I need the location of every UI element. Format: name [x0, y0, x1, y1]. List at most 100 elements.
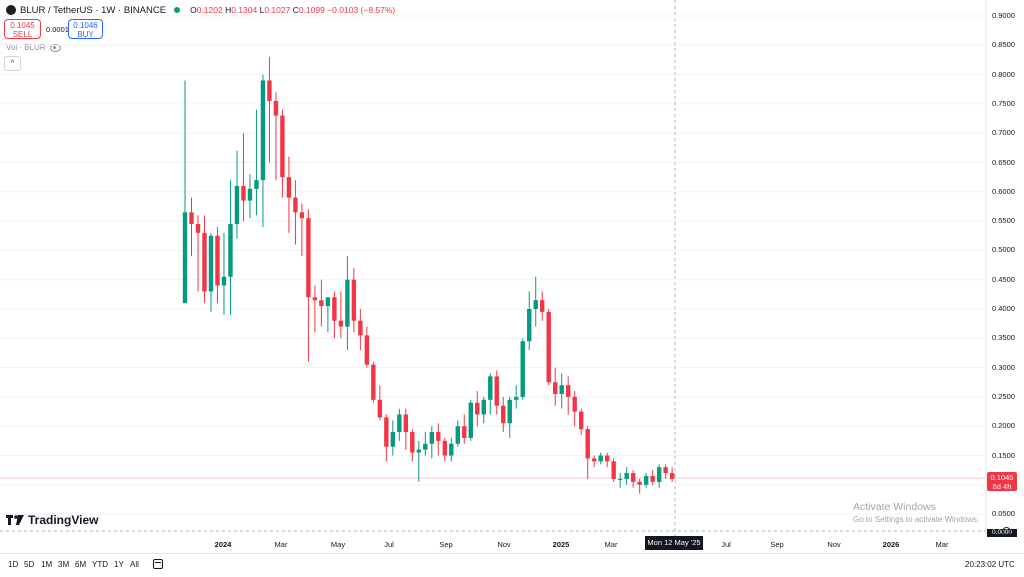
candle — [546, 309, 551, 386]
symbol-title[interactable]: BLUR / TetherUS · 1W · BINANCE — [20, 4, 167, 16]
candle-body-down — [299, 212, 305, 219]
candle — [501, 396, 506, 433]
volume-label: Vol · BLUR — [6, 43, 46, 52]
candle — [345, 256, 350, 351]
candle — [462, 414, 467, 444]
candle-body-down — [501, 405, 506, 424]
candle-body-up — [182, 212, 188, 304]
candle-body-down — [202, 232, 207, 292]
candle — [624, 467, 629, 485]
candle-body-down — [637, 481, 642, 485]
range-button-1d[interactable]: 1D — [8, 560, 19, 569]
candle-body-down — [410, 432, 415, 453]
candle-body-up — [533, 300, 538, 309]
collapse-legend-button[interactable]: ^ — [4, 56, 21, 71]
candlestick-chart[interactable] — [0, 0, 1024, 553]
candle-body-up — [527, 309, 532, 342]
candle-body-down — [663, 467, 668, 474]
candle — [533, 276, 538, 327]
candle-body-down — [364, 335, 370, 365]
candle — [656, 464, 662, 488]
candle-body-up — [598, 455, 603, 462]
candle — [527, 291, 532, 351]
candle — [247, 174, 253, 219]
candle — [189, 197, 194, 257]
range-button-all[interactable]: All — [130, 560, 139, 569]
candle-body-down — [436, 432, 441, 441]
close-label: C — [292, 5, 299, 15]
candle — [286, 156, 292, 233]
candle-body-up — [481, 399, 486, 415]
candle — [468, 399, 473, 441]
candle-body-down — [572, 396, 577, 412]
buy-button[interactable]: 0.1046 BUY — [68, 19, 103, 39]
candle-body-up — [423, 443, 428, 450]
candle-body-up — [449, 443, 454, 456]
sell-button[interactable]: 0.1045 SELL — [4, 19, 41, 39]
candle — [630, 470, 636, 488]
price-tick-label: 0.7500 — [992, 98, 1015, 108]
candle-body-down — [195, 224, 201, 233]
candle-body-down — [286, 177, 292, 198]
candle — [390, 420, 396, 456]
sell-price: 0.1045 — [10, 21, 35, 30]
candle — [436, 423, 441, 456]
candle-body-down — [371, 364, 376, 400]
candle-body-down — [650, 476, 655, 482]
candle-body-up — [345, 279, 350, 327]
candle-body-down — [546, 311, 551, 383]
candle — [572, 391, 577, 427]
candle-body-up — [520, 341, 525, 397]
candle — [208, 232, 214, 312]
candle-body-down — [189, 212, 194, 225]
buy-label: BUY — [77, 30, 94, 39]
candle-body-up — [325, 297, 331, 307]
candle — [312, 285, 318, 333]
candle — [611, 458, 616, 482]
candle — [598, 452, 603, 465]
gear-icon[interactable] — [1002, 527, 1011, 536]
candle-body-down — [377, 399, 383, 418]
candle-body-up — [656, 467, 662, 482]
range-button-3m[interactable]: 3M — [58, 560, 70, 569]
sell-label: SELL — [12, 30, 33, 39]
price-tick-label: 0.6500 — [992, 157, 1015, 167]
candle — [332, 291, 337, 339]
range-button-1y[interactable]: 1Y — [114, 560, 124, 569]
price-tick-label: 0.0500 — [992, 509, 1015, 519]
candle — [520, 338, 525, 400]
candle-body-down — [384, 417, 389, 447]
candle — [416, 440, 422, 482]
current-price-label: 0.1045 6d 4h — [987, 472, 1017, 491]
price-tick-label: 0.2500 — [992, 391, 1015, 401]
candle-body-down — [604, 455, 610, 462]
price-tick-label: 0.8000 — [992, 69, 1015, 79]
utc-clock[interactable]: 20:23:02 UTC — [965, 560, 1015, 569]
eye-icon[interactable] — [49, 43, 61, 52]
price-tick-label: 0.3000 — [992, 362, 1015, 372]
range-button-6m[interactable]: 6M — [75, 560, 87, 569]
activate-windows-watermark: Activate Windows Go to Settings to activ… — [853, 501, 979, 524]
tradingview-logo[interactable]: TradingView — [6, 513, 98, 527]
candle-body-down — [585, 429, 590, 459]
candle-body-up — [416, 449, 422, 453]
candle — [585, 426, 590, 479]
candle — [221, 232, 227, 315]
candle — [397, 408, 402, 441]
candle-body-down — [630, 473, 636, 482]
candle-body-up — [514, 396, 519, 400]
candle-body-up — [390, 432, 396, 447]
range-button-5d[interactable]: 5D — [24, 560, 35, 569]
range-button-ytd[interactable]: YTD — [92, 560, 108, 569]
candle-body-down — [611, 461, 616, 479]
candle — [384, 414, 389, 462]
candle — [617, 473, 623, 488]
activate-title: Activate Windows — [853, 501, 936, 513]
time-tick-label: Mar — [935, 540, 949, 549]
candle — [669, 467, 675, 482]
candle-body-up — [617, 478, 623, 480]
candle — [293, 180, 298, 245]
range-button-1m[interactable]: 1M — [41, 560, 53, 569]
calendar-icon[interactable] — [153, 559, 163, 569]
price-tick-label: 0.2000 — [992, 421, 1015, 431]
